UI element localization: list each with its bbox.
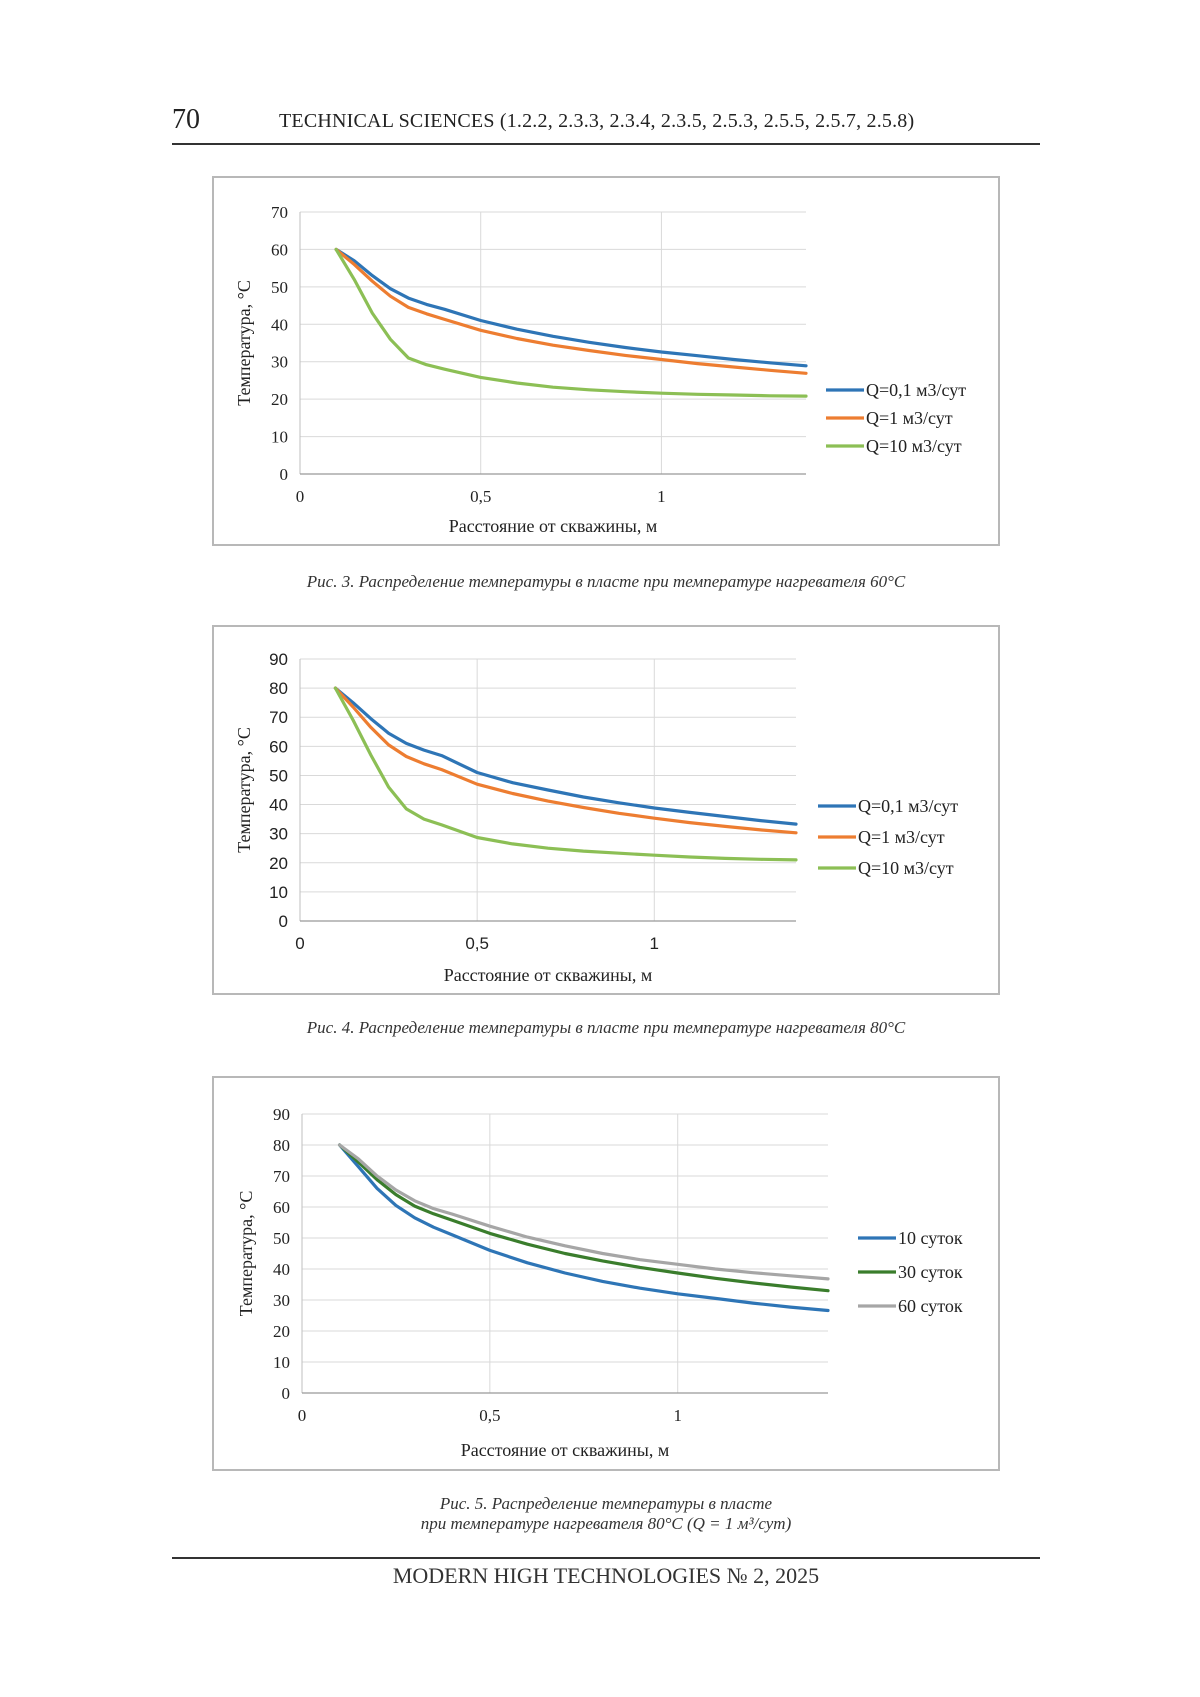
legend-label: Q=0,1 м3/сут xyxy=(866,380,966,400)
y-tick-label: 50 xyxy=(269,766,288,785)
page-header: 70 TECHNICAL SCIENCES (1.2.2, 2.3.3, 2.3… xyxy=(172,104,1040,144)
figure-3-caption: Рис. 3. Распределение температуры в плас… xyxy=(172,572,1040,592)
series-line-2 xyxy=(334,247,808,375)
y-tick-label: 80 xyxy=(273,1136,290,1155)
legend-label: Q=10 м3/сут xyxy=(858,858,954,878)
page-footer: MODERN HIGH TECHNOLOGIES № 2, 2025 xyxy=(392,1563,820,1588)
y-tick-label: 90 xyxy=(269,650,288,669)
x-tick-label: 0,5 xyxy=(470,487,491,506)
y-tick-label: 10 xyxy=(271,428,288,447)
series-line-1 xyxy=(337,1143,830,1313)
y-tick-label: 40 xyxy=(273,1260,290,1279)
y-tick-label: 50 xyxy=(273,1229,290,1248)
legend-label: Q=0,1 м3/сут xyxy=(858,796,958,816)
y-tick-label: 0 xyxy=(282,1384,291,1403)
series-line-3 xyxy=(334,247,808,398)
y-tick-label: 60 xyxy=(273,1198,290,1217)
y-tick-label: 0 xyxy=(280,465,289,484)
footer-rule xyxy=(172,1557,1040,1559)
y-tick-label: 30 xyxy=(273,1291,290,1310)
y-tick-label: 60 xyxy=(271,240,288,259)
legend-label: 10 суток xyxy=(898,1228,963,1248)
y-tick-label: 70 xyxy=(273,1167,290,1186)
series-line-2 xyxy=(333,686,798,835)
series-line-1 xyxy=(333,686,798,826)
x-tick-label: 1 xyxy=(673,1406,682,1425)
y-tick-label: 30 xyxy=(269,825,288,844)
caption-line: при температуре нагревателя 80°С (Q = 1 … xyxy=(420,1514,792,1533)
y-tick-label: 20 xyxy=(273,1322,290,1341)
x-axis-label: Расстояние от скважины, м xyxy=(461,1440,670,1460)
caption-line: Рис. 3. Распределение температуры в плас… xyxy=(306,572,906,591)
figure-5-caption: Рис. 5. Распределение температуры в плас… xyxy=(172,1494,1040,1534)
y-axis-label: Температура, °С xyxy=(234,727,254,853)
series-line-2 xyxy=(337,1143,830,1293)
x-tick-label: 0,5 xyxy=(479,1406,500,1425)
x-tick-label: 0,5 xyxy=(465,934,489,953)
legend-label: Q=1 м3/сут xyxy=(866,408,953,428)
figure-4-chart: 0 10 20 30 40 50 60 70 80 90 0 0,5 1 Расстояние от ск… xyxy=(234,650,958,985)
y-tick-label: 60 xyxy=(269,737,288,756)
legend-label: Q=10 м3/сут xyxy=(866,436,962,456)
y-tick-label: 20 xyxy=(271,390,288,409)
y-axis-label: Температура, °С xyxy=(234,280,254,406)
y-tick-label: 30 xyxy=(271,353,288,372)
x-tick-label: 0 xyxy=(295,934,304,953)
caption-line: Рис. 4. Распределение температуры в плас… xyxy=(306,1018,906,1037)
legend-label: 60 суток xyxy=(898,1296,963,1316)
y-tick-label: 80 xyxy=(269,679,288,698)
page-number: 70 xyxy=(172,104,200,135)
y-tick-label: 90 xyxy=(273,1105,290,1124)
series-line-3 xyxy=(337,1143,830,1281)
figure-3-chart: 0 10 20 30 40 50 60 70 0 0,5 1 Расстояние от скважи… xyxy=(234,203,966,536)
y-axis-label: Температура, °С xyxy=(236,1191,256,1317)
caption-line: Рис. 5. Распределение температуры в плас… xyxy=(439,1494,773,1513)
x-tick-label: 0 xyxy=(296,487,305,506)
x-tick-label: 1 xyxy=(657,487,666,506)
figure-4-caption: Рис. 4. Распределение температуры в плас… xyxy=(172,1018,1040,1038)
figure-4: 0 10 20 30 40 50 60 70 80 90 0 0,5 1 Расстояние от ск… xyxy=(212,625,1000,995)
x-tick-label: 0 xyxy=(298,1406,307,1425)
journal-title: TECHNICAL SCIENCES (1.2.2, 2.3.3, 2.3.4,… xyxy=(279,110,915,132)
y-tick-label: 20 xyxy=(269,854,288,873)
x-axis-label: Расстояние от скважины, м xyxy=(444,965,653,985)
legend-label: Q=1 м3/сут xyxy=(858,827,945,847)
figure-3: 0 10 20 30 40 50 60 70 0 0,5 1 Расстояние от скважи… xyxy=(212,176,1000,546)
series-line-1 xyxy=(334,247,808,368)
y-tick-label: 70 xyxy=(269,708,288,727)
y-tick-label: 40 xyxy=(269,796,288,815)
y-tick-label: 40 xyxy=(271,315,288,334)
x-tick-label: 1 xyxy=(650,934,659,953)
y-tick-label: 10 xyxy=(269,883,288,902)
y-tick-label: 0 xyxy=(279,912,288,931)
series-line-3 xyxy=(333,686,798,862)
y-tick-label: 50 xyxy=(271,278,288,297)
legend-label: 30 суток xyxy=(898,1262,963,1282)
y-tick-label: 10 xyxy=(273,1353,290,1372)
header-rule xyxy=(172,143,1040,145)
x-axis-label: Расстояние от скважины, м xyxy=(449,516,658,536)
y-tick-label: 70 xyxy=(271,203,288,222)
figure-5: 0 10 20 30 40 50 60 70 80 90 0 0,5 1 Расстояние от ск… xyxy=(212,1076,1000,1471)
